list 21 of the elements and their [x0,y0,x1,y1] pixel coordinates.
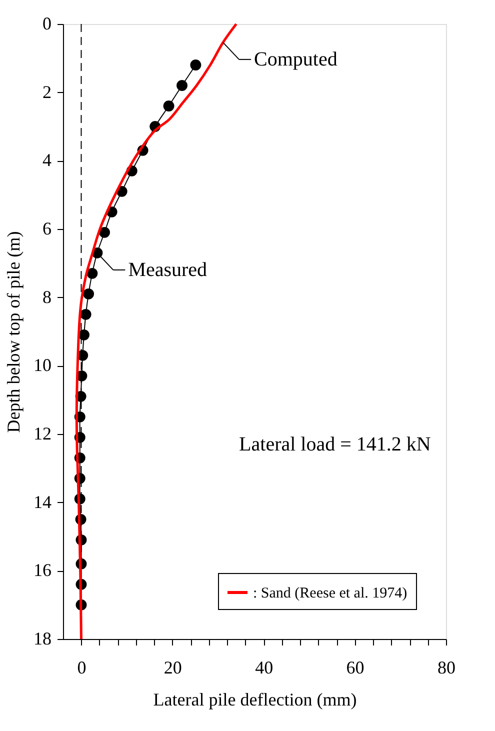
y-tick-label: 18 [34,628,52,648]
annotation: Lateral load = 141.2 kN [239,434,431,456]
x-axis-title: Lateral pile deflection (mm) [153,690,357,710]
x-tick-label: 20 [164,658,182,678]
y-tick-label: 6 [42,218,52,238]
y-tick-label: 2 [42,82,52,102]
y-tick-label: 8 [42,286,52,307]
x-tick-label: 60 [346,658,364,678]
y-tick-label: 4 [42,150,52,170]
y-axis-title: Depth below top of pile (m) [4,231,24,433]
annotation: Computed [254,48,338,70]
y-tick-label: 12 [34,424,52,444]
y-tick-label: 16 [34,560,52,580]
x-tick-label: 40 [255,658,274,678]
y-tick-label: 10 [34,355,52,376]
annotation: Measured [128,258,208,281]
y-tick-label: 0 [42,14,52,34]
x-tick-label: 0 [77,658,86,678]
x-tick-label: 80 [438,658,456,678]
y-tick-label: 14 [34,492,52,512]
legend-label: : Sand (Reese et al. 1974) [253,586,408,602]
